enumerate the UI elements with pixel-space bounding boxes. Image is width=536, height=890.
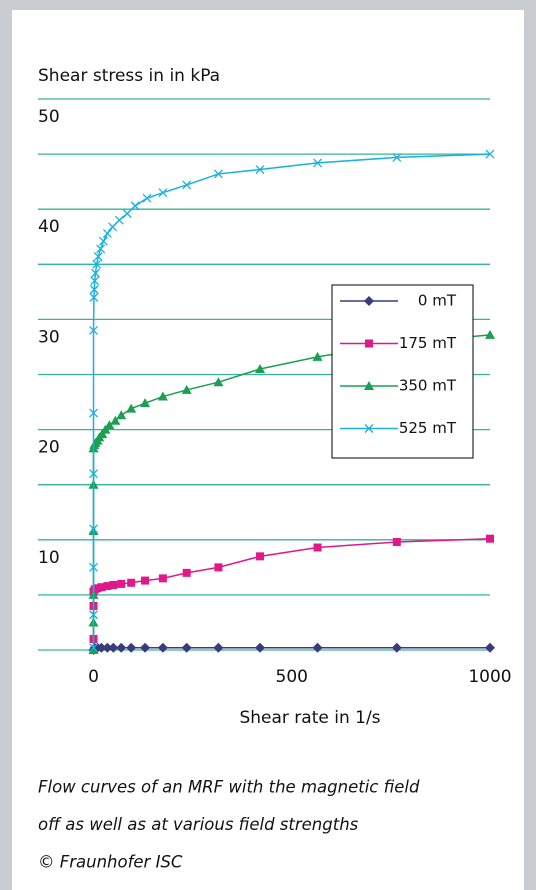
marker	[102, 228, 112, 238]
x-tick-label: 0	[88, 667, 99, 687]
marker	[89, 469, 98, 479]
marker	[110, 415, 121, 425]
marker	[89, 524, 98, 534]
marker	[108, 222, 117, 232]
marker	[116, 642, 127, 653]
marker	[255, 363, 266, 373]
marker	[181, 384, 192, 394]
marker	[98, 236, 108, 246]
y-tick-label: 50	[38, 107, 60, 127]
marker	[89, 562, 98, 572]
x-tick-label: 500	[276, 667, 308, 687]
marker	[485, 149, 495, 159]
marker	[142, 193, 152, 203]
marker	[127, 578, 136, 587]
marker	[89, 408, 98, 418]
marker	[130, 201, 140, 211]
marker	[213, 642, 224, 653]
marker	[141, 576, 150, 585]
marker	[89, 610, 98, 620]
marker	[122, 209, 132, 219]
caption-line: © Fraunhofer ISC	[38, 853, 183, 872]
legend-label: 0 mT	[418, 292, 457, 310]
marker	[89, 643, 98, 653]
marker	[214, 563, 223, 572]
marker	[89, 325, 98, 335]
legend-label: 525 mT	[399, 419, 457, 437]
marker	[126, 403, 137, 413]
marker	[365, 339, 373, 348]
marker	[97, 583, 106, 592]
x-tick-label: 1000	[468, 667, 511, 687]
marker	[108, 642, 119, 653]
legend-label: 350 mT	[399, 377, 457, 395]
marker	[181, 642, 192, 653]
caption-line: Flow curves of an MRF with the magnetic …	[38, 778, 420, 797]
y-tick-label: 20	[38, 438, 60, 458]
marker	[312, 642, 323, 653]
legend-label: 175 mT	[399, 334, 457, 352]
marker	[140, 642, 151, 653]
x-axis-label: Shear rate in 1/s	[239, 708, 380, 728]
marker	[109, 580, 118, 589]
marker	[158, 574, 167, 583]
marker	[255, 642, 266, 653]
marker	[312, 351, 323, 361]
marker	[90, 276, 100, 286]
marker	[486, 534, 494, 543]
marker	[364, 424, 374, 433]
marker	[157, 642, 168, 653]
marker	[89, 285, 99, 295]
marker	[88, 645, 99, 654]
marker	[364, 381, 374, 390]
marker	[158, 188, 168, 198]
marker	[182, 568, 191, 577]
marker	[96, 244, 106, 254]
marker	[126, 642, 137, 653]
y-tick-label: 10	[38, 548, 60, 568]
marker	[91, 268, 100, 278]
marker	[255, 165, 265, 174]
y-tick-label: 30	[38, 327, 60, 347]
marker	[93, 252, 103, 262]
marker	[392, 152, 402, 162]
marker	[313, 543, 322, 552]
marker	[140, 398, 151, 408]
y-tick-label: 40	[38, 217, 60, 237]
marker	[92, 259, 102, 269]
marker	[157, 391, 168, 401]
marker	[391, 642, 402, 653]
marker	[364, 296, 374, 306]
y-axis-label: Shear stress in in kPa	[38, 66, 220, 86]
marker	[256, 552, 265, 561]
marker	[96, 642, 107, 653]
marker	[392, 538, 401, 547]
marker	[485, 642, 495, 653]
marker	[213, 169, 223, 179]
marker	[213, 377, 224, 387]
marker	[114, 215, 124, 225]
marker	[102, 642, 113, 653]
caption-line: off as well as at various field strength…	[38, 815, 359, 834]
marker	[313, 158, 322, 168]
series-line	[92, 537, 491, 639]
marker	[485, 329, 495, 339]
marker	[116, 410, 127, 420]
marker	[104, 420, 115, 430]
series-line	[92, 153, 491, 648]
marker	[182, 180, 192, 190]
marker	[117, 579, 126, 588]
marker	[89, 292, 99, 302]
marker	[103, 582, 112, 591]
